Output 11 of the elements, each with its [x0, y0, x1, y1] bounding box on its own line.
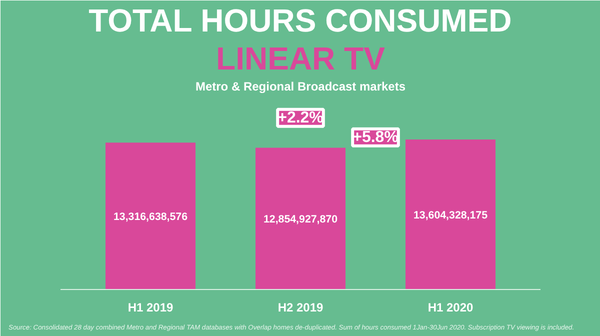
- x-tick-label: H2 2019: [278, 300, 324, 314]
- chart-subtitle: LINEAR TV: [216, 40, 386, 76]
- text: +2.2%: [278, 109, 324, 126]
- chart-title: TOTAL HOURS CONSUMED: [88, 2, 512, 38]
- data-label: 13,604,328,175: [413, 210, 488, 222]
- data-label: 13,316,638,576: [113, 211, 188, 224]
- annotation: +5.8%: [352, 128, 398, 146]
- data-label: 12,854,927,870: [263, 214, 338, 226]
- x-tick-label: H1 2019: [128, 300, 174, 314]
- x-tick-label: H1 2020: [428, 300, 474, 314]
- text: Metro & Regional Broadcast markets: [195, 80, 406, 94]
